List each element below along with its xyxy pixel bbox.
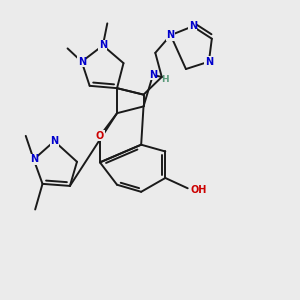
Text: N: N — [78, 57, 86, 67]
Text: N: N — [50, 136, 58, 146]
Text: N: N — [149, 70, 157, 80]
Text: O: O — [96, 131, 104, 141]
Text: OH: OH — [190, 185, 207, 195]
Text: N: N — [167, 30, 175, 40]
Text: H: H — [161, 75, 169, 84]
Text: N: N — [189, 21, 197, 31]
Text: N: N — [205, 57, 213, 67]
Text: N: N — [30, 154, 38, 164]
Text: N: N — [99, 40, 107, 50]
